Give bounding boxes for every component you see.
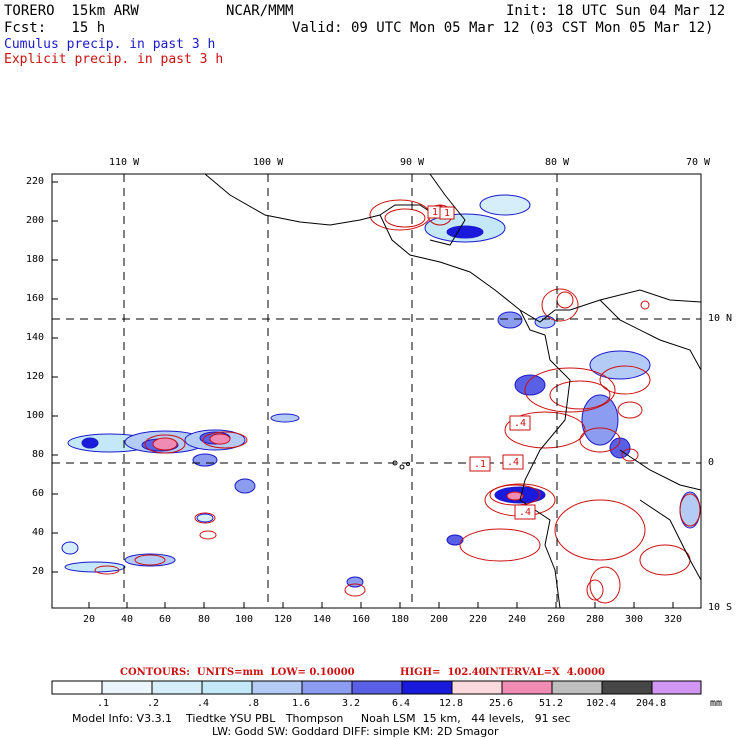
x-tick-label: 200 [430, 614, 449, 625]
axis-ticks [52, 181, 674, 608]
x-tick-label: 40 [121, 614, 134, 625]
lon-label-90w: 90 W [400, 157, 425, 168]
x-tick-label: 320 [664, 614, 683, 625]
colorbar-swatch-7 [401, 680, 453, 695]
colorbar-swatch-10 [551, 680, 603, 695]
forecast-hour: Fcst: 15 h [4, 20, 106, 36]
model-info-line2: LW: Godd SW: Goddard DIFF: simple KM: 2D… [212, 725, 499, 738]
heavy-precip-cores [152, 433, 524, 501]
model-info-line1: Model Info: V3.3.1 Tiedtke YSU PBL Thomp… [72, 712, 571, 725]
contour-value-label: 1 [432, 207, 439, 218]
y-tick-label: 100 [26, 410, 45, 421]
contour-info-high: HIGH= 102.40 [400, 667, 486, 678]
contour-value-label: 1 [444, 208, 451, 219]
lat-label-10n: 10 N [708, 313, 733, 324]
colorbar-swatch-4 [251, 680, 303, 695]
contour-info-units: CONTOURS: UNITS=mm LOW= 0.10000 [120, 667, 355, 678]
colorbar-label: 6.4 [392, 698, 411, 709]
valid-time: Valid: 09 UTC Mon 05 Mar 12 (03 CST Mon … [292, 20, 714, 36]
x-tick-label: 180 [391, 614, 410, 625]
colorbar-swatch-2 [151, 680, 203, 695]
y-tick-label: 200 [26, 215, 45, 226]
colorbar-swatch-8 [451, 680, 503, 695]
contour-info-interval: INTERVAL=X 4.0000 [485, 667, 605, 678]
contour-value-label: .4 [519, 507, 532, 518]
x-tick-label: 140 [313, 614, 332, 625]
x-tick-label: 160 [352, 614, 371, 625]
colorbar-label: 1.6 [292, 698, 311, 709]
colorbar-label: 25.6 [489, 698, 514, 709]
colorbar-unit: mm [710, 698, 723, 709]
lat-label-10s: 10 S [708, 602, 733, 613]
lon-label-110w: 110 W [109, 157, 140, 168]
x-tick-label: 260 [547, 614, 566, 625]
y-tick-label: 140 [26, 332, 45, 343]
legend-explicit: Explicit precip. in past 3 h [4, 52, 224, 67]
colorbar-swatch-1 [101, 680, 153, 695]
contour-value-label: .1 [474, 459, 487, 470]
lon-label-80w: 80 W [545, 157, 570, 168]
x-tick-label: 280 [586, 614, 605, 625]
colorbar-swatch-3 [201, 680, 253, 695]
colorbar-swatch-6 [351, 680, 403, 695]
x-tick-label: 20 [83, 614, 96, 625]
colorbar-swatch-5 [301, 680, 353, 695]
colorbar-label: .4 [197, 698, 210, 709]
x-tick-label: 120 [274, 614, 293, 625]
contour-label-boxes [427, 205, 536, 520]
colorbar-swatch-12 [651, 680, 702, 695]
y-tick-label: 120 [26, 371, 45, 382]
colorbar-label: 51.2 [539, 698, 564, 709]
y-tick-label: 220 [26, 176, 45, 187]
x-tick-label: 240 [508, 614, 527, 625]
colorbar [51, 680, 702, 695]
model-title: TORERO 15km ARW [4, 3, 139, 19]
colorbar-label: .1 [97, 698, 110, 709]
y-tick-label: 60 [32, 488, 45, 499]
x-tick-label: 300 [625, 614, 644, 625]
organization-label: NCAR/MMM [226, 3, 294, 19]
init-time: Init: 18 UTC Sun 04 Mar 12 [506, 3, 726, 19]
lon-label-70w: 70 W [686, 157, 711, 168]
y-tick-label: 80 [32, 449, 45, 460]
colorbar-label: 3.2 [342, 698, 361, 709]
colorbar-label: 102.4 [586, 698, 617, 709]
x-tick-label: 80 [198, 614, 211, 625]
x-tick-label: 220 [469, 614, 488, 625]
contour-value-label: .4 [514, 418, 527, 429]
x-tick-label: 100 [235, 614, 254, 625]
legend-cumulus: Cumulus precip. in past 3 h [4, 37, 216, 52]
y-tick-label: 180 [26, 254, 45, 265]
colorbar-label: .8 [247, 698, 260, 709]
x-tick-label: 60 [159, 614, 172, 625]
lon-label-100w: 100 W [253, 157, 284, 168]
map-frame [51, 173, 702, 609]
y-tick-label: 160 [26, 293, 45, 304]
contour-value-label: .4 [507, 457, 520, 468]
lat-label-0: 0 [708, 457, 715, 468]
colorbar-swatch-11 [601, 680, 653, 695]
y-tick-label: 40 [32, 527, 45, 538]
colorbar-label: 204.8 [636, 698, 667, 709]
colorbar-label: .2 [147, 698, 160, 709]
colorbar-swatch-0 [51, 680, 103, 695]
colorbar-label: 12.8 [439, 698, 464, 709]
latlon-grid [52, 174, 701, 608]
y-tick-label: 20 [32, 566, 45, 577]
colorbar-swatch-9 [501, 680, 553, 695]
